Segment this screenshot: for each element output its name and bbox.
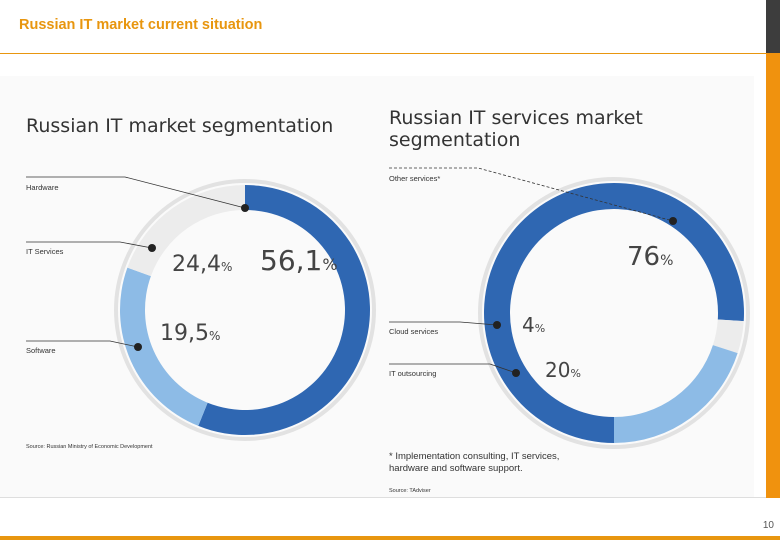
chart1-leader-line [26, 176, 246, 209]
chart1-ring-halo [114, 179, 376, 441]
chart1-slice-software [127, 185, 245, 277]
chart2-value-label: 4% [522, 313, 545, 337]
chart2-slice-cloud-services [712, 319, 744, 354]
chart2-leader-dot [669, 217, 677, 225]
chart1-leader-dot [241, 204, 249, 212]
chart2-value-label: 76% [627, 242, 673, 272]
title-divider [0, 53, 766, 54]
chart1-leader-line [26, 241, 153, 249]
chart1-value-label: 24,4% [172, 252, 232, 277]
chart1-slice-hardware [198, 185, 371, 435]
chart2-leader-dot [512, 369, 520, 377]
chart2-footnote: * Implementation consulting, IT services… [389, 451, 560, 474]
chart1-title: Russian IT market segmentation [26, 115, 334, 137]
chart1-value-label: 19,5% [160, 321, 220, 346]
footer-accent-bar [0, 536, 780, 540]
chart1-leader-dot [148, 244, 156, 252]
chart1-value-label: 56,1% [260, 244, 338, 277]
chart2-ring-halo [478, 177, 750, 449]
footer-divider [0, 497, 766, 498]
side-accent-orange [766, 53, 780, 498]
chart1-legend-it-services: IT Services [26, 247, 64, 256]
page-title: Russian IT market current situation [19, 17, 263, 33]
chart2-source: Source: TAdviser [389, 488, 431, 494]
chart1-slice-it-services [120, 267, 208, 426]
chart2-leader-dot [493, 321, 501, 329]
chart2-legend-it-outsourcing: IT outsourcing [389, 369, 437, 378]
chart2-legend-other-services: Other services* [389, 174, 441, 183]
chart2-leader-line [389, 321, 498, 326]
chart2-value-label: 20% [545, 358, 581, 382]
chart1-source: Source: Russian Ministry of Economic Dev… [26, 444, 153, 450]
chart2-title: Russian IT services market segmentation [389, 107, 643, 151]
chart2-legend-cloud-services: Cloud services [389, 327, 439, 336]
page-number: 10 [762, 520, 774, 531]
chart1-legend-software: Software [26, 346, 56, 355]
chart1-leader-line [26, 340, 139, 348]
chart2-leader-line [389, 363, 517, 374]
chart1-legend-hardware: Hardware [26, 183, 59, 192]
side-accent-dark [766, 0, 780, 53]
chart1-leader-dot [134, 343, 142, 351]
chart2-slice-it-outsourcing [614, 345, 738, 443]
